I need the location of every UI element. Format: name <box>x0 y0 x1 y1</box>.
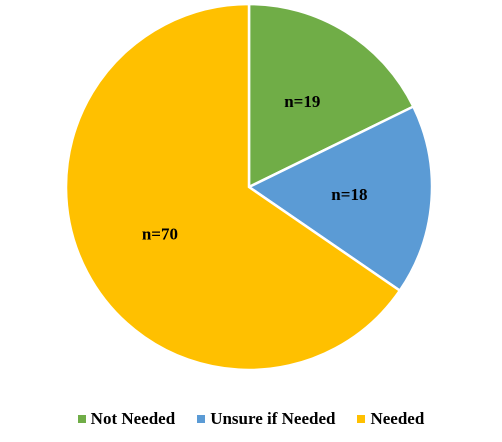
legend-item-needed: Needed <box>357 409 424 429</box>
data-label-not-needed: n=19 <box>284 92 320 111</box>
data-label-needed: n=70 <box>142 224 178 243</box>
legend-item-not-needed: Not Needed <box>77 409 176 429</box>
legend-item-unsure-if-needed: Unsure if Needed <box>197 409 335 429</box>
pie-slice-needed <box>64 2 402 372</box>
pie-slice-unsure-if-needed <box>246 104 434 293</box>
legend-label: Not Needed <box>90 409 176 428</box>
legend-swatch-needed <box>357 415 366 423</box>
legend-label: Unsure if Needed <box>210 409 336 428</box>
pie-slices <box>64 2 434 372</box>
legend-label: Needed <box>370 409 425 428</box>
pie-slice-not-needed <box>247 2 416 190</box>
pie-data-labels: n=19 n=18 n=70 <box>142 92 368 243</box>
legend-swatch-unsure-if-needed <box>197 415 206 423</box>
chart-legend: Not Needed Unsure if Needed Needed <box>0 404 502 434</box>
legend-swatch-not-needed <box>77 415 86 423</box>
data-label-unsure-if-needed: n=18 <box>331 185 367 204</box>
